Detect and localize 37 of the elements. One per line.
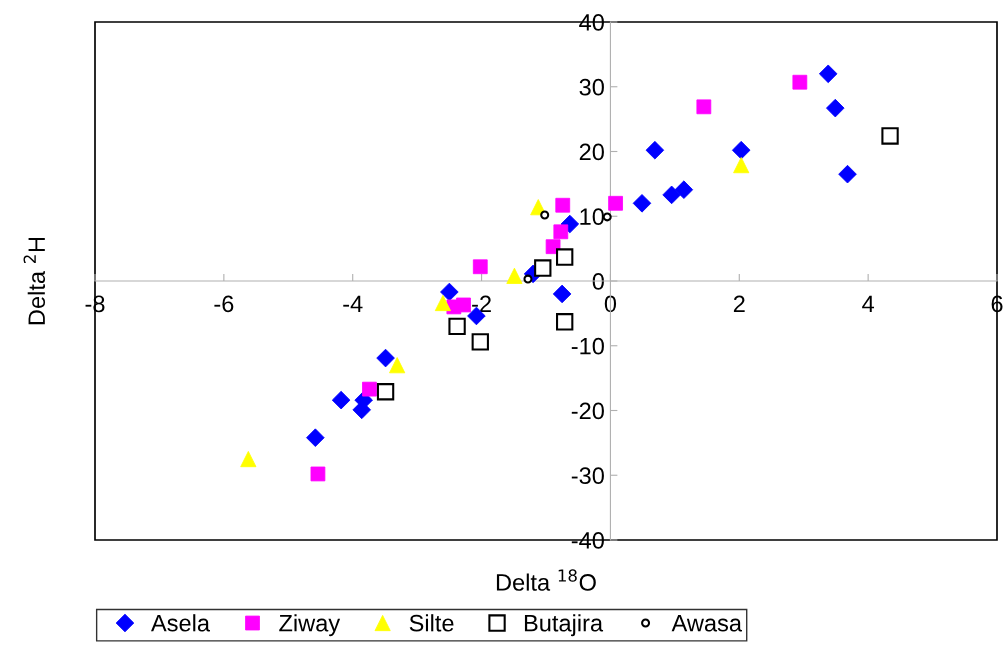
y-tick-label: 20 [579,143,604,161]
point [838,164,857,184]
legend-label: Asela [151,614,211,632]
point [881,127,899,145]
point [448,317,466,335]
x-axis-title: Delta $^{18}$O [496,569,596,591]
point [310,466,326,482]
y-axis-title: Delta $^{2}$H [23,237,46,325]
point [556,248,574,266]
point [540,210,550,220]
x-tick-label: -4 [343,295,363,312]
point [792,74,808,90]
legend-label: Awasa [671,615,742,632]
legend-label: Silte [409,614,454,632]
point [674,180,694,199]
x-tick-label: 4 [862,295,875,312]
y-tick-label: -20 [571,402,604,420]
y-tick-label: 30 [579,78,604,96]
point [376,383,395,401]
point [553,224,569,240]
legend-label: Ziway [279,614,341,637]
x-tick-label: -6 [214,295,234,313]
y-tick-label: 0 [592,273,604,290]
x-tick-label: 0 [604,295,617,313]
point [376,348,395,368]
point [696,99,712,115]
point [632,194,652,213]
y-tick-label: 10 [580,208,604,226]
point [556,313,574,331]
x-tick-label: -2 [472,295,491,312]
point [471,333,489,351]
point [534,259,552,277]
point [472,259,488,275]
x-tick-label: 2 [733,295,745,312]
y-tick-label: -10 [571,337,604,355]
legend-label: Butajira [524,614,604,637]
y-tick-label: -30 [571,467,604,485]
